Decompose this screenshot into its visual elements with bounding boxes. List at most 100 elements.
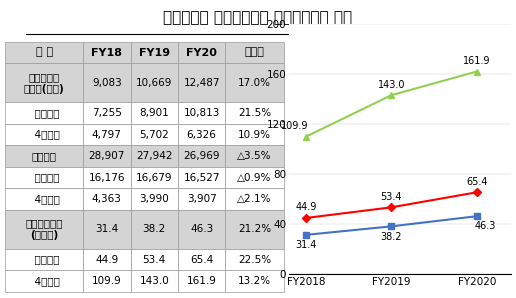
등록 bbox=[303, 216, 309, 220]
Bar bbox=[83, 63, 131, 102]
Text: 평균감사보수
(백만원): 평균감사보수 (백만원) bbox=[25, 219, 63, 240]
Text: 등록법인: 등록법인 bbox=[28, 108, 60, 118]
Bar bbox=[225, 124, 284, 145]
Bar bbox=[5, 271, 83, 292]
Text: 10,813: 10,813 bbox=[183, 108, 220, 118]
Text: 65.4: 65.4 bbox=[466, 177, 488, 187]
Text: 12,487: 12,487 bbox=[183, 78, 220, 88]
Text: FY19: FY19 bbox=[139, 47, 170, 58]
Text: 4대법인: 4대법인 bbox=[28, 276, 60, 286]
Text: 5,702: 5,702 bbox=[139, 130, 169, 139]
4대 법인 bbox=[388, 93, 394, 97]
Bar bbox=[5, 102, 83, 124]
Text: 10.9%: 10.9% bbox=[238, 130, 271, 139]
Bar bbox=[131, 145, 178, 167]
Bar bbox=[178, 249, 225, 271]
4대 법인 bbox=[474, 70, 480, 73]
Text: 4대법인: 4대법인 bbox=[28, 194, 60, 204]
전체 bbox=[474, 215, 480, 218]
Text: 16,176: 16,176 bbox=[89, 173, 125, 183]
Text: 28,907: 28,907 bbox=[89, 151, 125, 161]
Bar bbox=[5, 145, 83, 167]
Text: 161.9: 161.9 bbox=[463, 56, 490, 66]
Bar bbox=[131, 188, 178, 210]
Bar bbox=[178, 145, 225, 167]
Text: 46.3: 46.3 bbox=[190, 224, 213, 235]
Bar bbox=[131, 42, 178, 63]
Text: 증감률: 증감률 bbox=[245, 47, 265, 58]
Bar bbox=[5, 63, 83, 102]
Text: 3,990: 3,990 bbox=[139, 194, 169, 204]
Text: 109.9: 109.9 bbox=[281, 121, 309, 131]
Text: 4,363: 4,363 bbox=[92, 194, 122, 204]
Bar bbox=[178, 102, 225, 124]
Bar bbox=[178, 167, 225, 188]
Text: 21.5%: 21.5% bbox=[238, 108, 271, 118]
Bar bbox=[225, 145, 284, 167]
Bar bbox=[5, 124, 83, 145]
Text: 26,969: 26,969 bbox=[183, 151, 220, 161]
Text: 46.3: 46.3 bbox=[474, 221, 496, 232]
Bar bbox=[225, 210, 284, 249]
Text: 109.9: 109.9 bbox=[92, 276, 122, 286]
Text: 회계법인의 외감대상회사 평균감사보수 현황: 회계법인의 외감대상회사 평균감사보수 현황 bbox=[164, 10, 352, 25]
Bar bbox=[178, 124, 225, 145]
Bar bbox=[225, 42, 284, 63]
Bar bbox=[5, 249, 83, 271]
Text: 8,901: 8,901 bbox=[139, 108, 169, 118]
Line: 전체: 전체 bbox=[303, 213, 479, 238]
Bar bbox=[131, 271, 178, 292]
Bar bbox=[225, 271, 284, 292]
Bar bbox=[131, 63, 178, 102]
Text: 44.9: 44.9 bbox=[95, 255, 119, 265]
Text: 9,083: 9,083 bbox=[92, 78, 122, 88]
Bar bbox=[131, 124, 178, 145]
Text: 31.4: 31.4 bbox=[295, 240, 317, 250]
Bar bbox=[83, 102, 131, 124]
Text: △3.5%: △3.5% bbox=[237, 151, 272, 161]
Bar bbox=[178, 63, 225, 102]
Bar bbox=[5, 210, 83, 249]
Text: 31.4: 31.4 bbox=[95, 224, 119, 235]
Line: 4대 법인: 4대 법인 bbox=[303, 69, 479, 139]
Bar bbox=[5, 42, 83, 63]
Text: 4,797: 4,797 bbox=[92, 130, 122, 139]
등록 bbox=[388, 206, 394, 209]
Bar bbox=[131, 102, 178, 124]
Text: 53.4: 53.4 bbox=[142, 255, 166, 265]
Text: 외감법감사
매출액(억원): 외감법감사 매출액(억원) bbox=[24, 72, 64, 94]
Text: 등록법인: 등록법인 bbox=[28, 255, 60, 265]
전체 bbox=[388, 225, 394, 228]
Bar bbox=[83, 124, 131, 145]
Text: 4대법인: 4대법인 bbox=[28, 130, 60, 139]
Text: △0.9%: △0.9% bbox=[237, 173, 272, 183]
Text: 143.0: 143.0 bbox=[139, 276, 169, 286]
Bar bbox=[178, 271, 225, 292]
Text: 161.9: 161.9 bbox=[187, 276, 217, 286]
Line: 등록: 등록 bbox=[303, 190, 479, 221]
Text: 13.2%: 13.2% bbox=[238, 276, 271, 286]
Text: 21.2%: 21.2% bbox=[238, 224, 271, 235]
Text: FY18: FY18 bbox=[91, 47, 122, 58]
Text: 44.9: 44.9 bbox=[295, 202, 317, 212]
Bar bbox=[131, 210, 178, 249]
Bar bbox=[225, 188, 284, 210]
Text: 등록법인: 등록법인 bbox=[28, 173, 60, 183]
Bar bbox=[83, 42, 131, 63]
Text: 3,907: 3,907 bbox=[187, 194, 217, 204]
Bar bbox=[178, 188, 225, 210]
Text: 17.0%: 17.0% bbox=[238, 78, 271, 88]
Bar bbox=[83, 145, 131, 167]
Text: 27,942: 27,942 bbox=[136, 151, 172, 161]
Text: 38.2: 38.2 bbox=[142, 224, 166, 235]
Bar bbox=[83, 271, 131, 292]
Bar bbox=[83, 249, 131, 271]
Bar bbox=[5, 167, 83, 188]
Bar bbox=[225, 102, 284, 124]
Bar bbox=[83, 167, 131, 188]
Text: 143.0: 143.0 bbox=[378, 80, 405, 90]
Bar bbox=[225, 63, 284, 102]
Text: 감사실적: 감사실적 bbox=[31, 151, 57, 161]
Bar bbox=[83, 188, 131, 210]
Text: 6,326: 6,326 bbox=[187, 130, 217, 139]
